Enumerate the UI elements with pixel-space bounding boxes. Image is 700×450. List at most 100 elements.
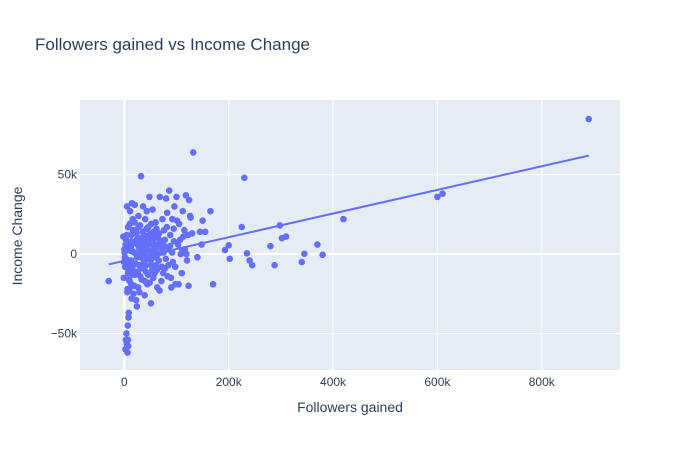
- data-point: [124, 322, 132, 329]
- data-point: [167, 274, 175, 282]
- data-point: [163, 209, 171, 217]
- data-point: [144, 271, 152, 279]
- data-point: [126, 207, 134, 215]
- data-point: [125, 309, 133, 317]
- data-point: [301, 250, 308, 258]
- data-point: [153, 266, 161, 274]
- data-point: [209, 280, 217, 288]
- data-point: [439, 190, 446, 198]
- data-point: [148, 266, 156, 274]
- chart-title: Followers gained vs Income Change: [35, 35, 310, 54]
- data-point: [142, 261, 150, 269]
- data-point: [166, 231, 174, 239]
- data-point: [141, 292, 148, 299]
- data-point: [146, 279, 153, 286]
- data-point: [178, 269, 186, 277]
- data-point: [162, 255, 170, 263]
- data-point: [173, 217, 181, 225]
- data-point: [133, 303, 141, 310]
- data-point: [171, 203, 178, 210]
- data-point: [165, 261, 172, 269]
- data-point: [186, 212, 194, 220]
- data-point: [585, 115, 592, 123]
- data-point: [271, 261, 278, 269]
- data-point: [150, 274, 157, 282]
- data-point: [147, 220, 155, 228]
- data-point: [173, 193, 180, 201]
- data-point: [182, 191, 190, 199]
- data-point: [120, 274, 128, 282]
- data-point: [185, 282, 192, 290]
- trendline: [108, 154, 589, 266]
- x-tick-label: 0: [121, 375, 128, 389]
- data-point: [158, 277, 165, 285]
- data-point: [340, 215, 347, 223]
- data-point: [123, 231, 130, 239]
- data-point: [124, 336, 132, 344]
- data-point: [185, 196, 193, 204]
- data-point: [199, 217, 206, 225]
- data-point: [165, 187, 173, 194]
- data-point: [226, 255, 234, 263]
- data-point: [155, 230, 163, 237]
- data-point: [267, 242, 274, 250]
- data-point: [225, 242, 232, 249]
- data-point: [181, 226, 188, 234]
- data-point: [124, 285, 131, 293]
- data-point: [146, 193, 153, 201]
- y-tick-label: 0: [70, 247, 77, 261]
- data-point: [183, 257, 191, 264]
- data-point: [131, 218, 138, 226]
- data-point: [243, 249, 251, 257]
- data-point: [128, 269, 136, 277]
- data-point: [314, 241, 321, 248]
- y-tick-label: 50k: [58, 168, 78, 182]
- data-point: [136, 272, 144, 280]
- data-point: [149, 206, 156, 213]
- data-point: [171, 263, 179, 271]
- data-point: [137, 234, 145, 242]
- data-point: [123, 330, 130, 337]
- data-point: [133, 230, 140, 237]
- data-point: [156, 287, 163, 294]
- data-point: [141, 215, 149, 223]
- data-point: [170, 238, 178, 245]
- data-point: [241, 174, 248, 182]
- data-point: [162, 195, 170, 202]
- data-point: [160, 242, 168, 250]
- data-point: [183, 250, 190, 258]
- data-point: [159, 215, 166, 223]
- data-point: [137, 172, 145, 180]
- data-point: [194, 253, 201, 261]
- x-tick-labels: 0 200k 400k 600k 800k: [121, 375, 556, 389]
- data-point: [196, 228, 204, 236]
- y-tick-labels: −50k 0 50k: [51, 168, 78, 341]
- data-point: [147, 299, 155, 307]
- x-tick-label: 600k: [424, 375, 451, 389]
- x-tick-label: 800k: [529, 375, 556, 389]
- data-point: [278, 234, 286, 242]
- scatter-points: [105, 115, 592, 356]
- data-point: [221, 246, 229, 254]
- data-point: [158, 263, 165, 271]
- data-point: [127, 247, 134, 255]
- data-point: [175, 280, 182, 288]
- y-axis-label: Income Change: [9, 186, 25, 285]
- data-point: [123, 203, 131, 210]
- data-point: [128, 199, 136, 207]
- data-point: [238, 223, 246, 231]
- data-point: [176, 236, 184, 244]
- data-point: [298, 258, 306, 266]
- data-point: [166, 242, 174, 250]
- data-point: [128, 238, 135, 245]
- data-point: [168, 284, 175, 291]
- data-point: [135, 223, 142, 231]
- data-point: [130, 290, 137, 298]
- y-tick-label: −50k: [51, 326, 78, 340]
- data-point: [132, 296, 140, 304]
- data-point: [159, 269, 167, 277]
- x-tick-label: 400k: [320, 375, 347, 389]
- data-point: [246, 257, 253, 264]
- x-tick-label: 200k: [216, 375, 243, 389]
